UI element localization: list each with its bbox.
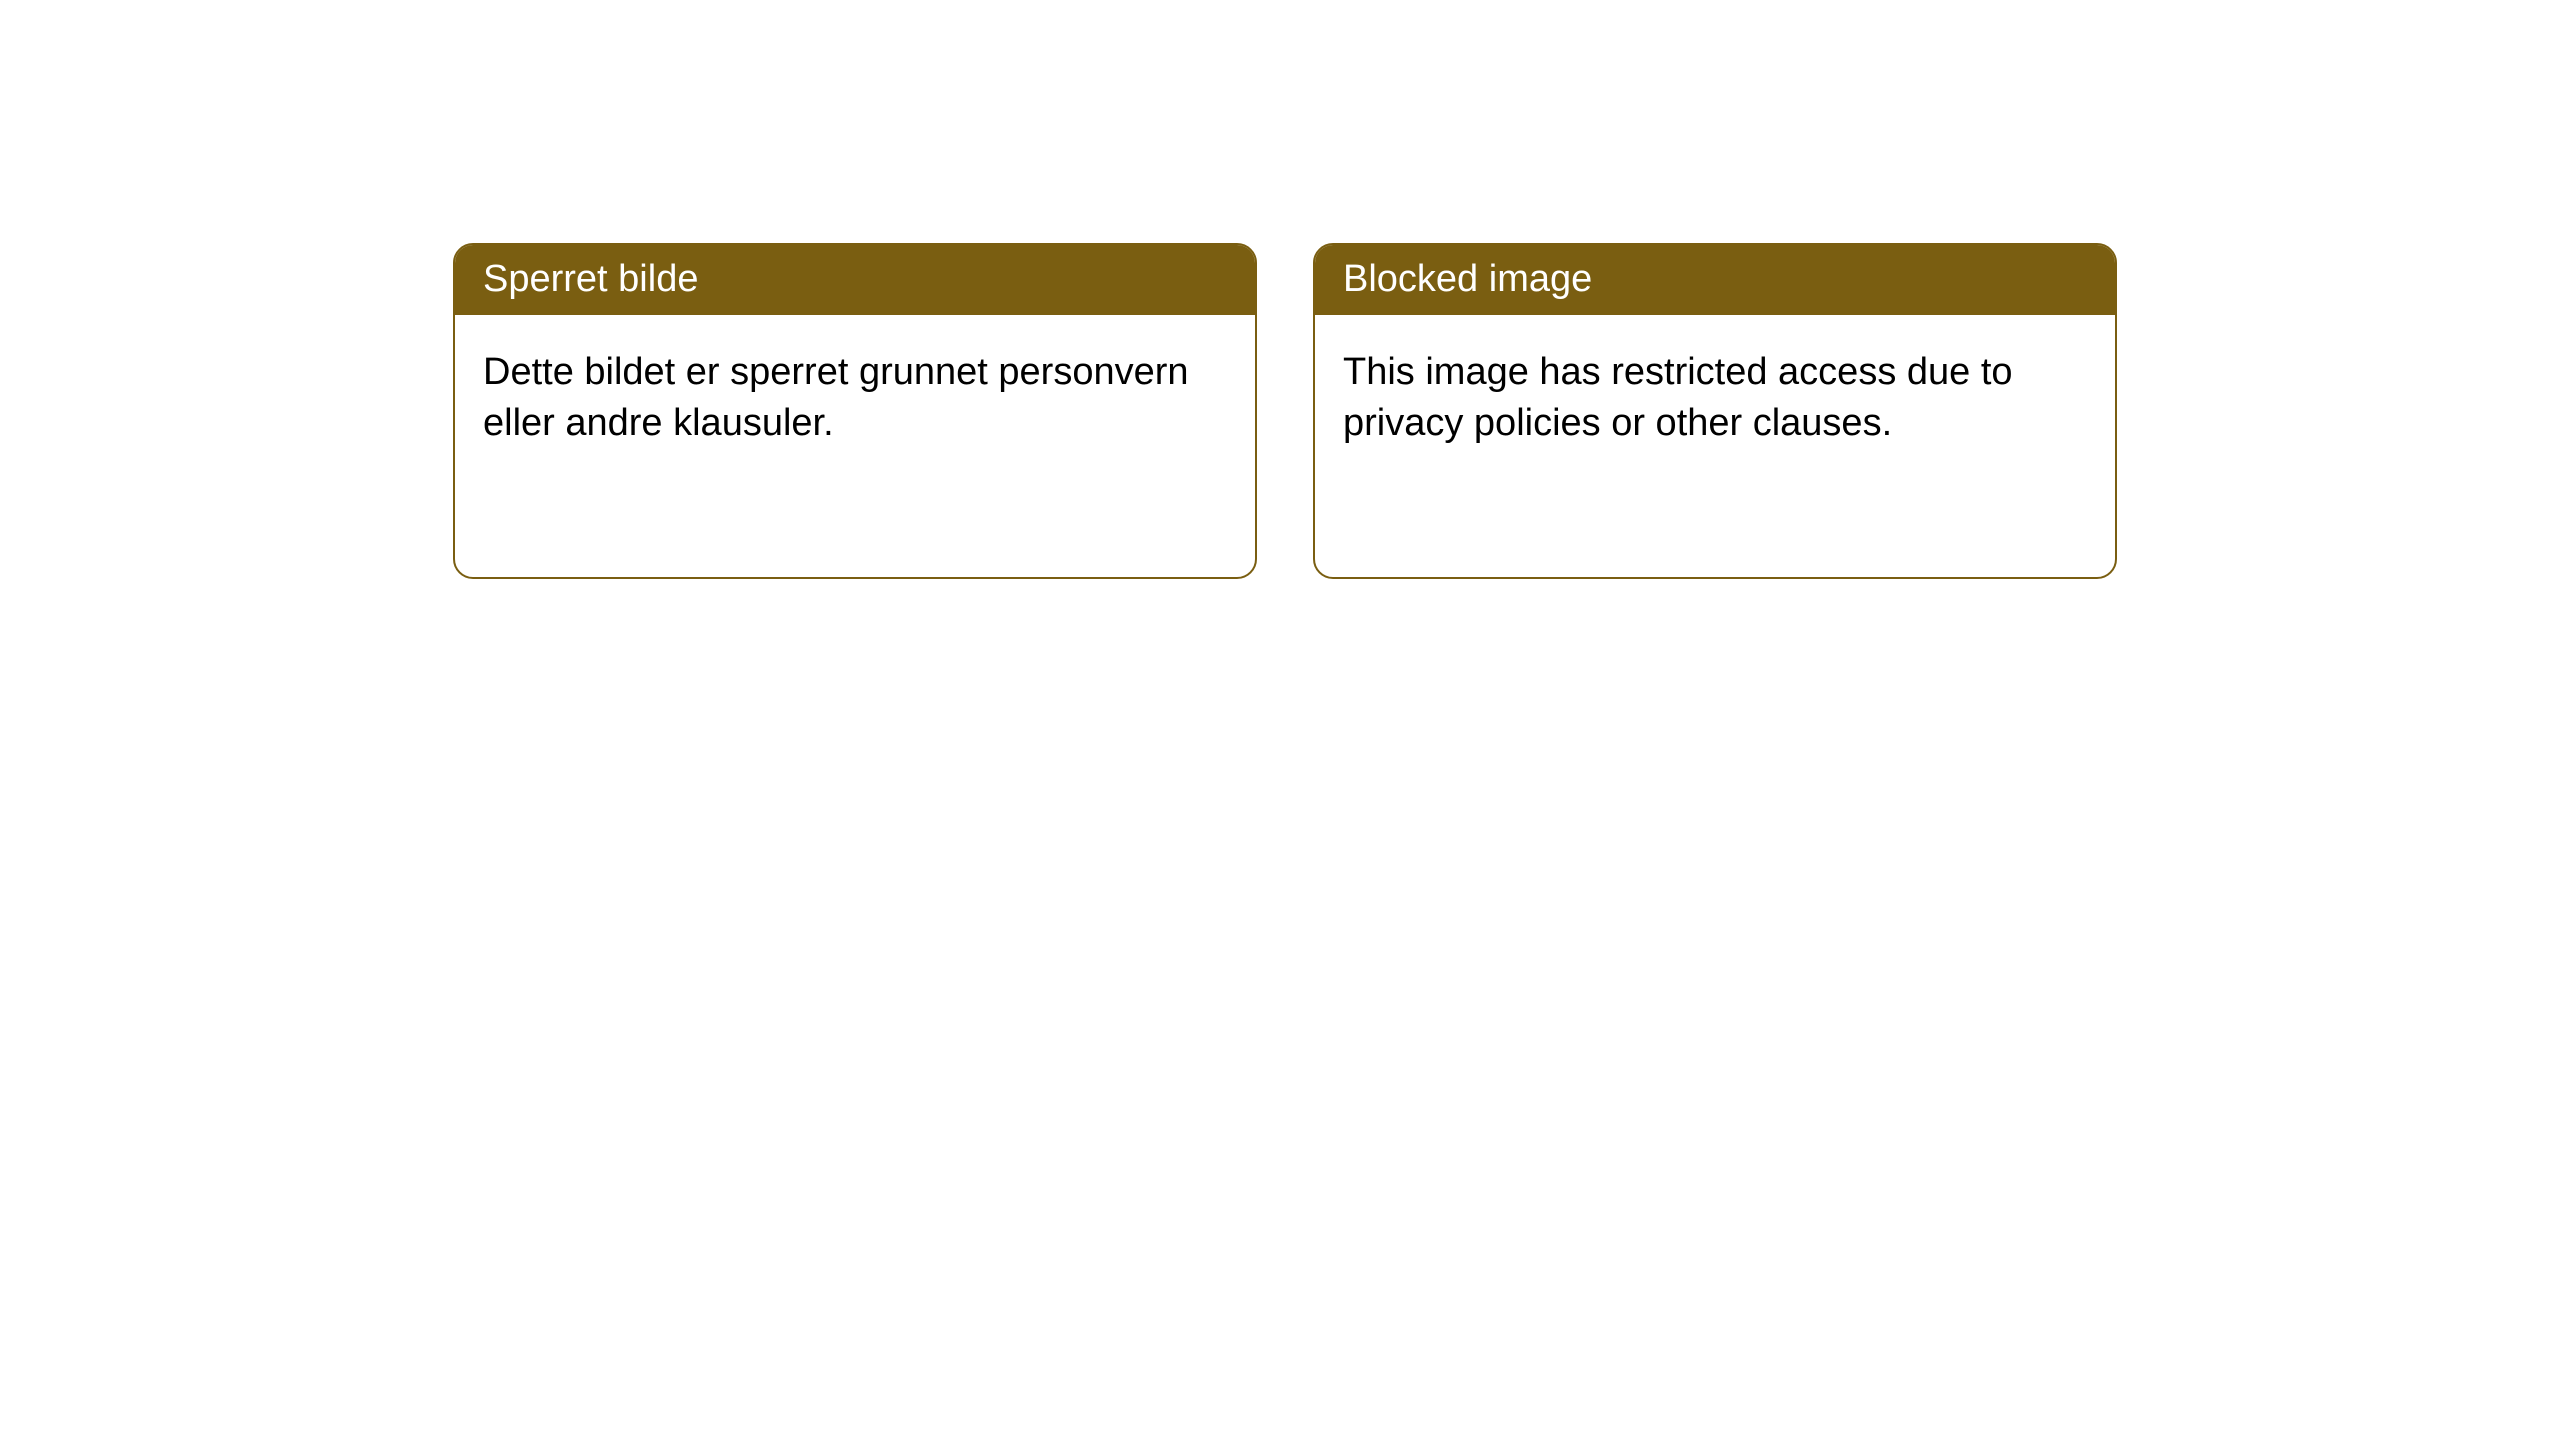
card-header: Blocked image xyxy=(1315,245,2115,315)
card-body-text: Dette bildet er sperret grunnet personve… xyxy=(483,351,1189,444)
card-body-text: This image has restricted access due to … xyxy=(1343,351,2013,444)
card-title: Blocked image xyxy=(1343,258,1592,300)
card-title: Sperret bilde xyxy=(483,258,698,300)
notice-cards-container: Sperret bilde Dette bildet er sperret gr… xyxy=(453,243,2117,579)
notice-card-norwegian: Sperret bilde Dette bildet er sperret gr… xyxy=(453,243,1257,579)
card-header: Sperret bilde xyxy=(455,245,1255,315)
notice-card-english: Blocked image This image has restricted … xyxy=(1313,243,2117,579)
card-body: Dette bildet er sperret grunnet personve… xyxy=(455,315,1255,482)
card-body: This image has restricted access due to … xyxy=(1315,315,2115,482)
